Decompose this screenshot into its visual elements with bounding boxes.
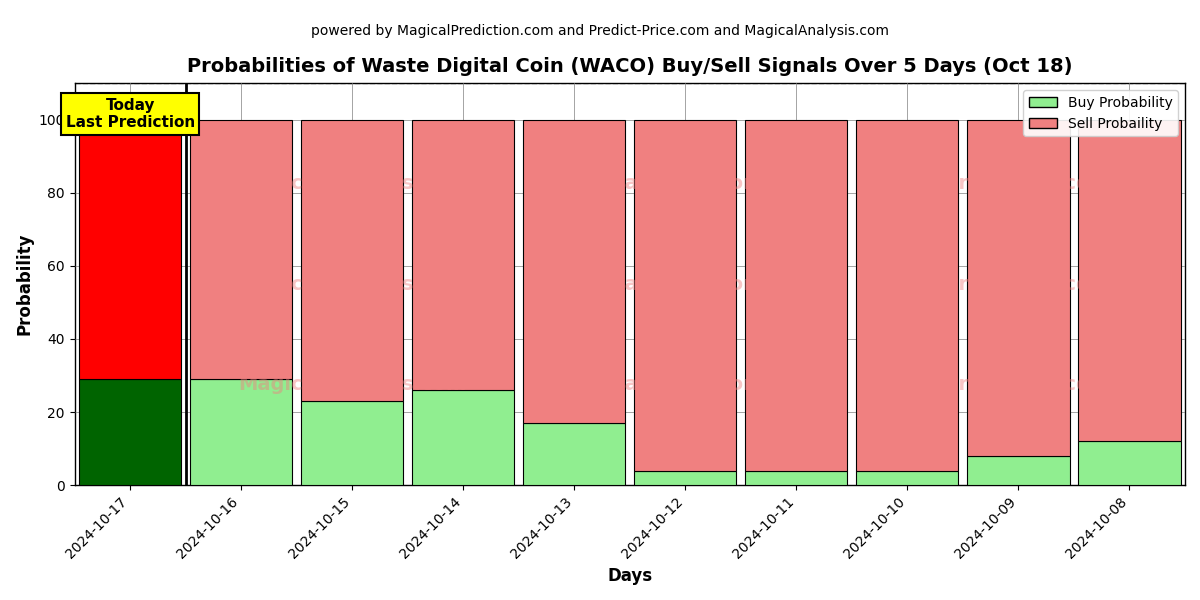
- Title: Probabilities of Waste Digital Coin (WACO) Buy/Sell Signals Over 5 Days (Oct 18): Probabilities of Waste Digital Coin (WAC…: [187, 57, 1073, 76]
- Bar: [745, 119, 847, 470]
- Text: MagicalAnalysis.com: MagicalAnalysis.com: [238, 375, 467, 394]
- Bar: [301, 119, 403, 401]
- Bar: [635, 470, 737, 485]
- Text: MagicalAnalysis.com: MagicalAnalysis.com: [238, 275, 467, 293]
- Text: MagicalPrediction.com: MagicalPrediction.com: [860, 275, 1110, 293]
- Bar: [190, 119, 293, 379]
- Bar: [79, 379, 181, 485]
- X-axis label: Days: Days: [607, 567, 653, 585]
- Bar: [967, 456, 1069, 485]
- Bar: [745, 470, 847, 485]
- Bar: [967, 119, 1069, 456]
- Y-axis label: Probability: Probability: [16, 233, 34, 335]
- Bar: [190, 379, 293, 485]
- Bar: [635, 119, 737, 470]
- Bar: [1079, 119, 1181, 442]
- Bar: [79, 119, 181, 379]
- Bar: [857, 470, 959, 485]
- Text: MagicalAnalysis.com: MagicalAnalysis.com: [238, 174, 467, 193]
- Bar: [412, 119, 515, 390]
- Bar: [857, 119, 959, 470]
- Text: MagicalPrediction.com: MagicalPrediction.com: [560, 375, 810, 394]
- Legend: Buy Probability, Sell Probaility: Buy Probability, Sell Probaility: [1024, 90, 1178, 136]
- Bar: [301, 401, 403, 485]
- Bar: [523, 423, 625, 485]
- Text: Today
Last Prediction: Today Last Prediction: [66, 98, 194, 130]
- Text: powered by MagicalPrediction.com and Predict-Price.com and MagicalAnalysis.com: powered by MagicalPrediction.com and Pre…: [311, 24, 889, 38]
- Bar: [412, 390, 515, 485]
- Text: MagicalPrediction.com: MagicalPrediction.com: [860, 174, 1110, 193]
- Bar: [523, 119, 625, 423]
- Text: MagicalPrediction.com: MagicalPrediction.com: [560, 174, 810, 193]
- Text: MagicalPrediction.com: MagicalPrediction.com: [860, 375, 1110, 394]
- Text: MagicalPrediction.com: MagicalPrediction.com: [560, 275, 810, 293]
- Bar: [1079, 442, 1181, 485]
